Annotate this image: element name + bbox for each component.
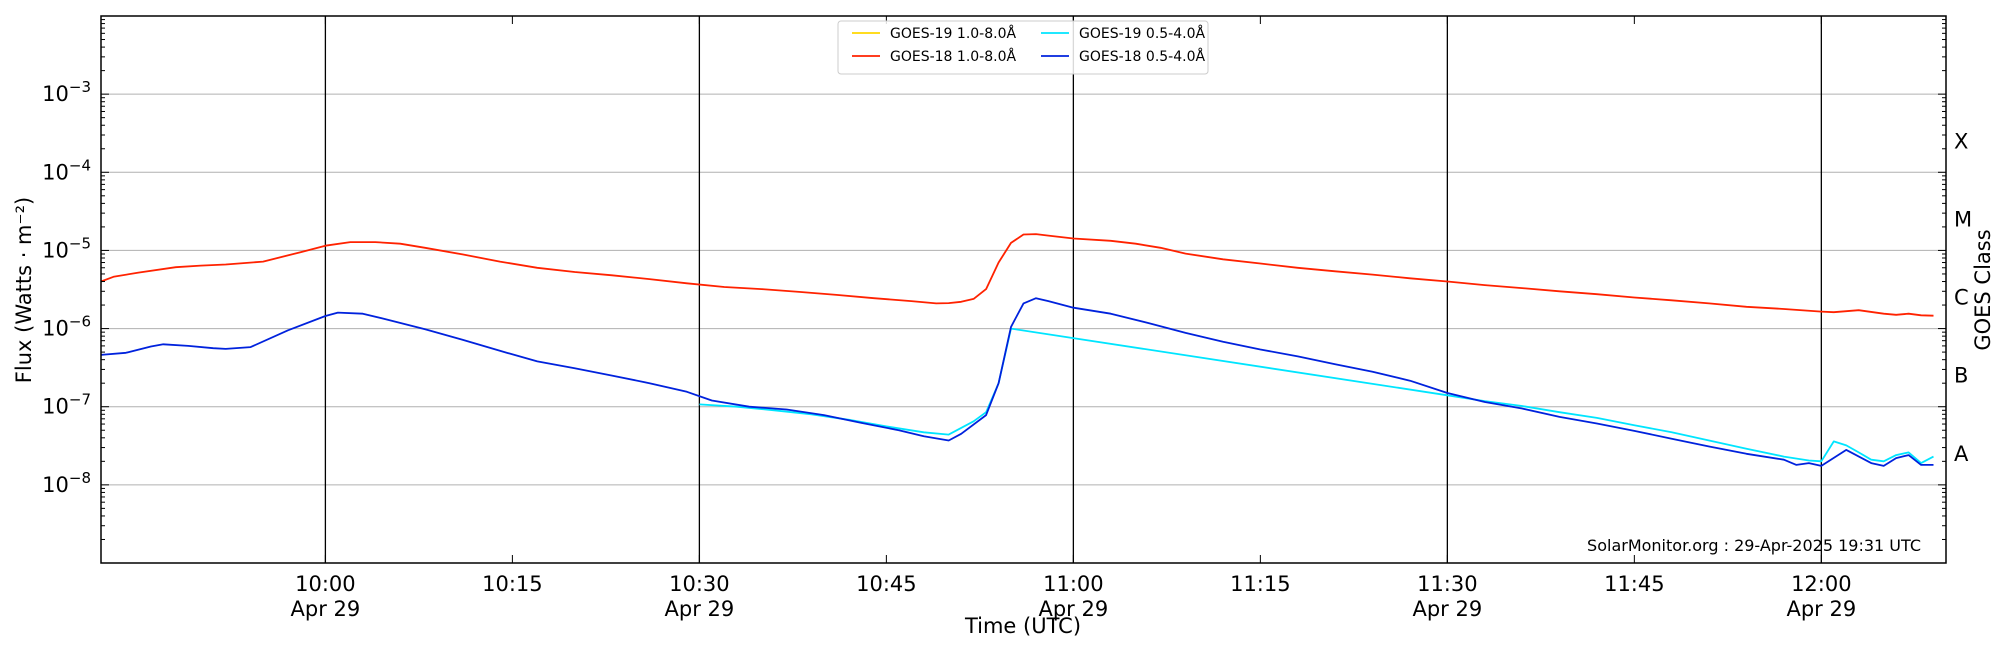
y-tick-label: 10−5 — [42, 234, 91, 262]
series-line-3 — [699, 327, 1934, 464]
y-axis-title: Flux (Watts · m⁻²) — [12, 197, 36, 383]
x-tick-date-label: Apr 29 — [665, 597, 735, 621]
x-tick-label: 11:00 — [1043, 572, 1104, 596]
y-tick-label: 10−4 — [42, 156, 91, 184]
x-tick-date-label: Apr 29 — [1412, 597, 1482, 621]
x-tick-label: 11:15 — [1230, 572, 1291, 596]
x-tick-label: 12:00 — [1791, 572, 1852, 596]
legend-label: GOES-19 0.5-4.0Å — [1079, 25, 1205, 42]
y-tick-label: 10−8 — [42, 469, 91, 497]
plot-frame — [100, 15, 1947, 564]
x-tick-label: 10:00 — [295, 572, 356, 596]
goes-class-label: X — [1954, 129, 1968, 153]
legend-box — [837, 20, 1209, 75]
x-tick-label: 10:30 — [669, 572, 730, 596]
legend: GOES-19 1.0-8.0Å GOES-18 1.0-8.0Å GOES-19 … — [837, 20, 1209, 75]
series-line-2 — [100, 233, 1934, 317]
x-tick-date-label: Apr 29 — [1038, 597, 1108, 621]
goes-class-label: M — [1954, 207, 1972, 231]
grid — [101, 93, 1946, 486]
legend-label: GOES-18 1.0-8.0Å — [890, 48, 1016, 65]
y-tick-label: 10−3 — [42, 78, 91, 106]
series-line-4 — [100, 297, 1934, 467]
x-tick-label: 10:15 — [482, 572, 543, 596]
day-marker-lines — [324, 16, 1822, 563]
goes-class-labels: X M C B A — [1954, 129, 1972, 466]
right-axis-title: GOES Class — [1971, 229, 1995, 350]
legend-label: GOES-18 0.5-4.0Å — [1079, 48, 1205, 65]
goes-class-label: B — [1954, 364, 1968, 388]
y-tick-labels: 10−3 10−4 10−5 10−6 10−7 10−8 — [42, 78, 91, 497]
credit-annotation: SolarMonitor.org : 29-Apr-2025 19:31 UTC — [1587, 536, 1921, 555]
goes-class-label: C — [1954, 286, 1969, 310]
x-tick-label: 11:30 — [1417, 572, 1478, 596]
x-tick-date-label: Apr 29 — [1786, 597, 1856, 621]
goes-class-label: A — [1954, 442, 1969, 466]
axis-ticks — [101, 16, 1946, 564]
legend-label: GOES-19 1.0-8.0Å — [890, 25, 1016, 42]
x-axis-title: Time (UTC) — [964, 614, 1081, 638]
y-tick-label: 10−7 — [42, 391, 91, 419]
y-tick-label: 10−6 — [42, 313, 91, 341]
x-tick-date-label: Apr 29 — [291, 597, 361, 621]
series-lines — [100, 233, 1934, 467]
x-tick-label: 11:45 — [1604, 572, 1665, 596]
x-tick-label: 10:45 — [856, 572, 917, 596]
